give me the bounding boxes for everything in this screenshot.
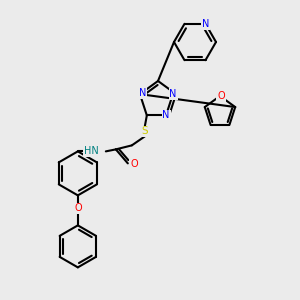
Text: S: S <box>142 126 148 136</box>
Text: N: N <box>163 110 170 120</box>
Text: O: O <box>217 91 225 101</box>
Text: N: N <box>169 89 177 99</box>
Text: HN: HN <box>84 146 99 156</box>
Text: N: N <box>202 19 209 29</box>
Text: O: O <box>74 203 82 213</box>
Text: N: N <box>139 88 147 98</box>
Text: O: O <box>130 159 138 170</box>
